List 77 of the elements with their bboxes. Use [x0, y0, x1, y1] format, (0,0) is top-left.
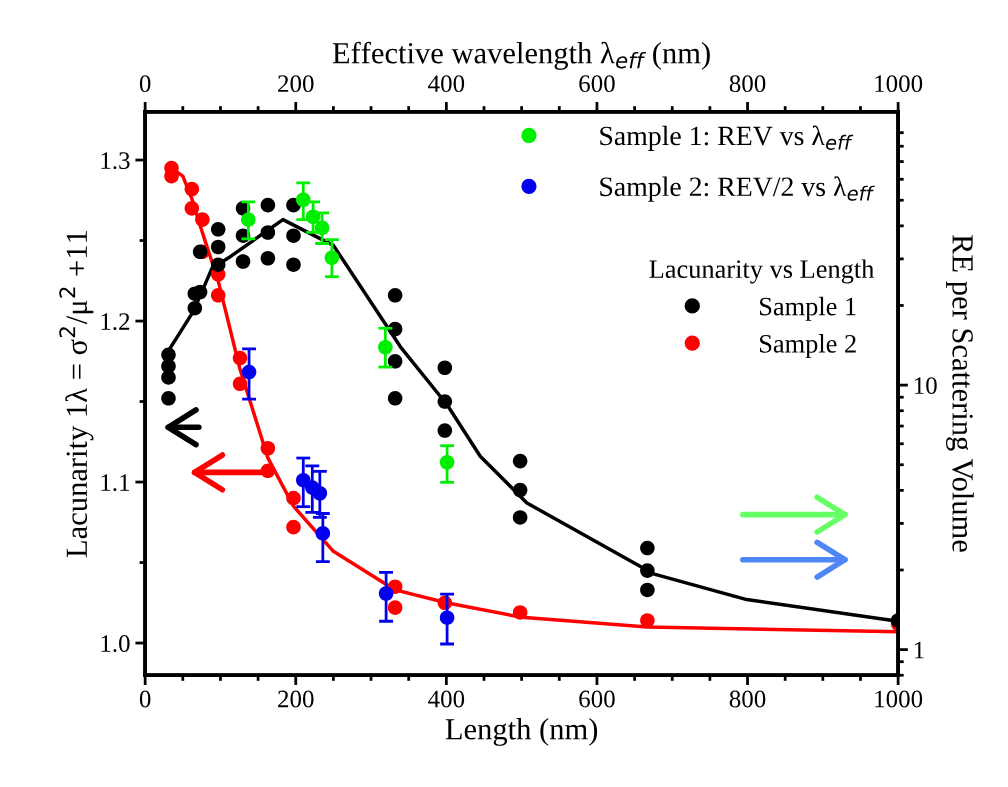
point [512, 605, 528, 620]
point [314, 220, 330, 236]
point [640, 582, 655, 598]
point [437, 423, 453, 438]
point [439, 454, 455, 470]
x2-tick-label: 200 [278, 75, 314, 93]
point [232, 350, 248, 366]
point [260, 463, 276, 479]
legend-label: Sample 1 [760, 296, 856, 321]
point [187, 300, 203, 316]
point [260, 197, 276, 213]
x2-tick-label: 1000 [875, 75, 923, 93]
legend-title: Lacunarity vs Length [649, 259, 875, 284]
y2-tick-label: 10 [914, 377, 937, 395]
point [286, 519, 301, 535]
point [378, 586, 394, 601]
point [184, 201, 200, 216]
point [161, 347, 176, 363]
x2-axis-title: Effective wavelength λ$_{eff}$ (nm) [332, 41, 710, 70]
point [512, 482, 528, 498]
point [640, 563, 655, 578]
x-tick-label: 0 [139, 690, 151, 708]
y2-axis-title: RE per Scattering Volume [946, 234, 974, 552]
point [324, 250, 340, 266]
x-axis-title: Length (nm) [445, 718, 598, 746]
x-tick-label: 200 [278, 690, 314, 708]
y2-tick-label: 1 [914, 641, 924, 659]
point [640, 540, 655, 556]
legend-label: Sample 2: REV/2 vs λ$_{eff}$ [600, 176, 875, 202]
x-tick-label: 1000 [875, 690, 923, 708]
point [184, 181, 200, 197]
point [232, 376, 248, 392]
y-axis-title: Lacunarity 1λ = σ$^{2}$/μ$^{2}$ +11 [59, 231, 94, 558]
point [195, 212, 210, 227]
point [512, 453, 528, 469]
point [210, 257, 226, 272]
point [387, 354, 403, 369]
point [260, 250, 276, 266]
legend-label: Sample 1: REV vs λ$_{eff}$ [600, 125, 854, 151]
point [210, 288, 226, 303]
x-tick-label: 400 [428, 690, 465, 708]
point [241, 212, 256, 227]
point [387, 600, 403, 615]
point [437, 394, 453, 409]
point [512, 510, 528, 525]
point [312, 485, 328, 501]
point [640, 613, 655, 628]
x2-tick-label: 400 [428, 75, 465, 93]
point [378, 339, 393, 355]
point [161, 391, 176, 406]
x-tick-label: 600 [579, 690, 615, 708]
point [241, 364, 257, 380]
point [387, 288, 403, 303]
x-tick-label: 800 [729, 690, 766, 708]
y-tick-label: 1.3 [101, 152, 130, 170]
legend-label: Sample 2 [760, 334, 856, 359]
x2-tick-label: 600 [579, 75, 615, 93]
y-tick-label: 1.2 [101, 313, 130, 331]
point [295, 192, 311, 208]
point [210, 222, 226, 237]
point [437, 360, 453, 376]
point [387, 321, 403, 337]
x2-tick-label: 0 [139, 75, 151, 93]
point [286, 228, 301, 244]
x2-tick-label: 800 [729, 75, 766, 93]
y-tick-label: 1.1 [101, 474, 130, 492]
point [387, 391, 403, 406]
point [210, 239, 226, 255]
point [439, 610, 455, 625]
point [286, 490, 301, 506]
y-tick-label: 1.0 [101, 635, 130, 653]
point [286, 257, 301, 272]
point [235, 254, 251, 269]
point [260, 225, 276, 240]
point [315, 526, 331, 541]
point [260, 440, 276, 456]
point [305, 209, 321, 225]
